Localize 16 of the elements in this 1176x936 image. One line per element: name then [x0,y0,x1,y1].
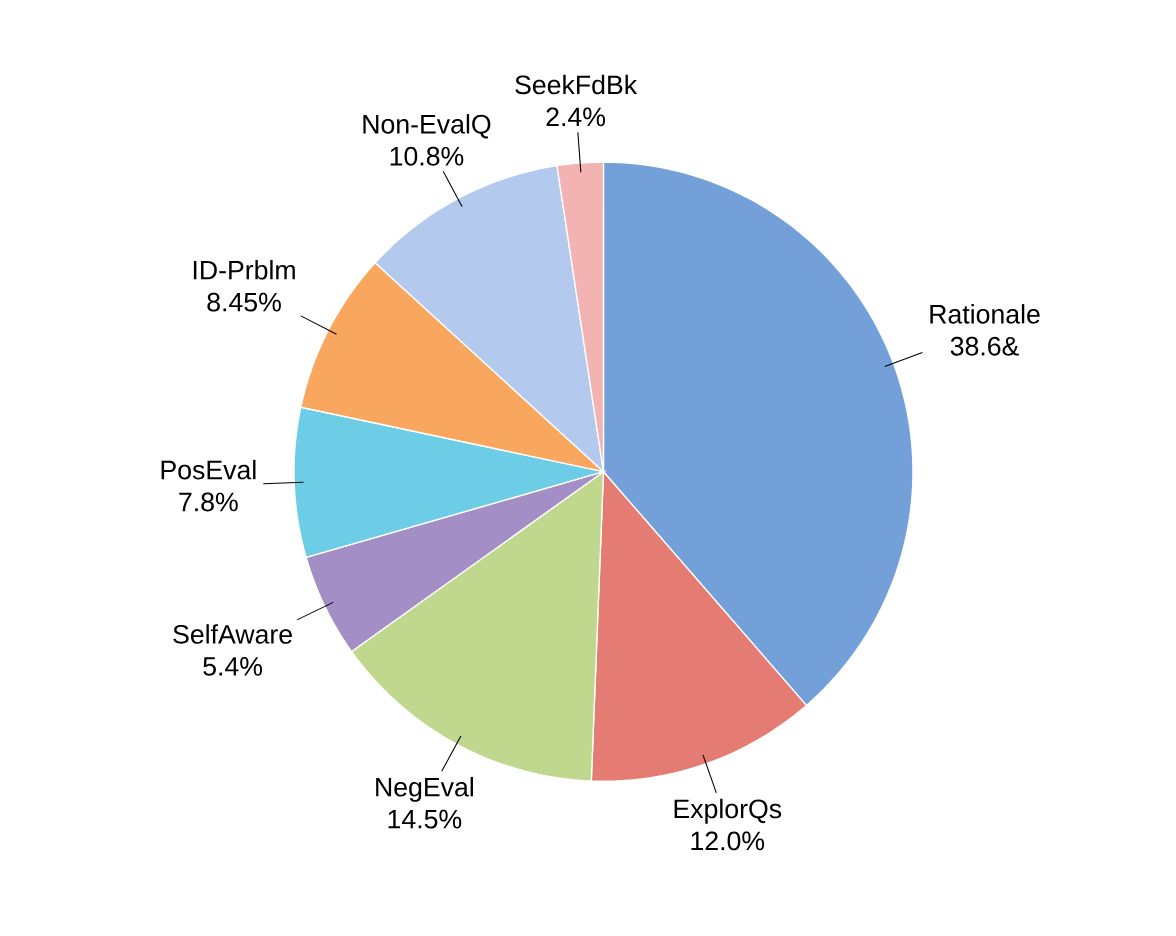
slice-label: Rationale [930,304,1040,324]
data-label: 12.0% [691,831,765,851]
data-label: 2.4% [546,107,605,127]
slice-label: SelfAware [173,624,292,644]
data-label: 10.8% [390,146,464,166]
slice-label: PosEval [161,459,256,480]
slice-label: NegEval [376,776,473,802]
data-label: 5.4% [203,656,263,676]
data-label: 8.45% [207,292,281,312]
slice-label: Non-EvalQ [363,114,491,139]
data-label: 38.6& [950,336,1019,356]
data-label: 14.5% [388,809,462,829]
slice-label: ID-Prblm [193,259,295,280]
slice-label: ExplorQs [674,798,782,824]
data-label: 7.8% [179,492,238,512]
slice-label: SeekFdBk [515,74,638,95]
